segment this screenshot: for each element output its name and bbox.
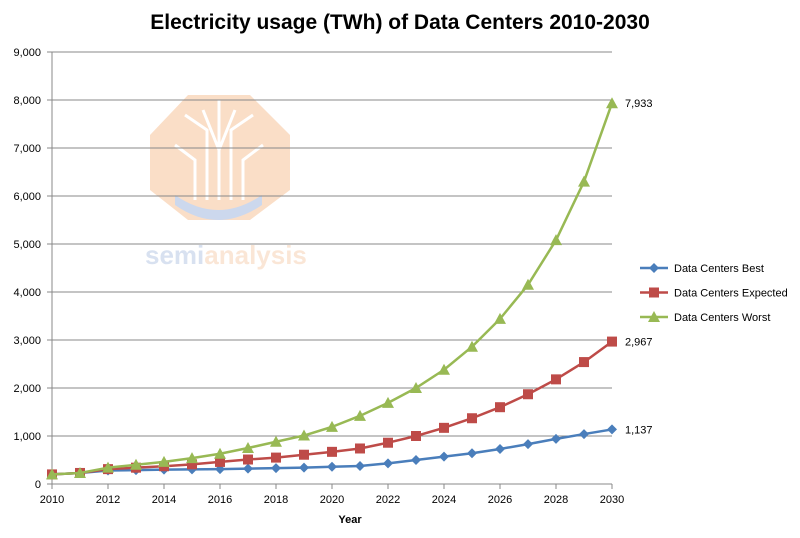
data-point-triangle	[186, 452, 198, 464]
data-point-triangle	[438, 363, 450, 375]
data-point-square	[649, 287, 659, 298]
data-point-diamond	[355, 461, 365, 471]
x-tick-label: 2018	[264, 494, 288, 506]
data-point-triangle	[382, 396, 394, 408]
logo-text-analysis: analysis	[204, 240, 307, 270]
legend-item: Data Centers Best	[640, 263, 764, 275]
series-data-centers-expected: 2,967	[47, 336, 653, 480]
data-point-triangle	[354, 409, 366, 421]
end-data-label: 7,933	[625, 98, 653, 110]
data-point-square	[579, 357, 589, 368]
semianalysis-logo-watermark: semianalysis	[145, 95, 307, 270]
logo-base	[175, 195, 262, 220]
y-tick-label: 4,000	[13, 287, 41, 299]
data-point-triangle	[578, 175, 590, 187]
data-point-diamond	[299, 462, 309, 473]
data-point-square	[439, 422, 449, 433]
x-tick-label: 2010	[40, 494, 64, 506]
legend-item: Data Centers Worst	[640, 311, 770, 324]
data-point-square	[467, 413, 477, 424]
data-point-diamond	[439, 451, 449, 462]
y-tick-label: 2,000	[13, 383, 41, 395]
end-data-label: 2,967	[625, 337, 653, 349]
data-point-triangle	[270, 435, 282, 447]
data-point-triangle	[648, 311, 660, 322]
y-tick-label: 6,000	[13, 191, 41, 203]
x-tick-label: 2022	[376, 494, 400, 506]
data-point-square	[607, 336, 617, 347]
x-tick-label: 2014	[152, 494, 176, 506]
logo-tree-icon	[174, 100, 264, 200]
y-tick-label: 7,000	[13, 143, 41, 155]
legend-label: Data Centers Worst	[674, 312, 770, 324]
data-point-triangle	[158, 455, 170, 467]
data-point-triangle	[606, 97, 618, 109]
data-point-diamond	[495, 443, 505, 454]
data-point-diamond	[243, 463, 253, 474]
data-point-diamond	[649, 263, 659, 273]
logo-text: semianalysis	[145, 240, 307, 270]
data-point-triangle	[298, 429, 310, 441]
data-point-square	[327, 446, 337, 457]
x-tick-label: 2030	[600, 494, 624, 506]
data-point-triangle	[522, 278, 534, 290]
data-point-diamond	[579, 429, 589, 440]
data-point-square	[215, 456, 225, 467]
y-tick-label: 9,000	[13, 47, 41, 59]
chart-title: Electricity usage (TWh) of Data Centers …	[150, 11, 650, 34]
data-point-triangle	[242, 442, 254, 453]
y-tick-label: 8,000	[13, 95, 41, 107]
data-point-diamond	[607, 424, 617, 435]
x-tick-label: 2020	[320, 494, 344, 506]
data-point-triangle	[326, 420, 338, 432]
data-point-square	[187, 459, 197, 470]
data-point-diamond	[327, 461, 337, 472]
data-point-diamond	[271, 463, 281, 474]
y-tick-label: 0	[35, 479, 41, 491]
data-point-square	[355, 443, 365, 454]
data-point-diamond	[467, 448, 477, 459]
data-point-triangle	[466, 340, 478, 352]
data-point-triangle	[410, 382, 422, 393]
data-point-diamond	[411, 455, 421, 465]
data-point-square	[271, 452, 281, 463]
data-point-triangle	[214, 447, 226, 459]
data-point-triangle	[46, 468, 58, 480]
legend-label: Data Centers Best	[674, 263, 764, 275]
data-point-square	[495, 402, 505, 413]
data-point-square	[243, 454, 253, 465]
end-data-label: 1,137	[625, 424, 653, 436]
data-point-triangle	[130, 458, 142, 470]
data-point-diamond	[551, 433, 561, 444]
legend-label: Data Centers Expected	[674, 288, 788, 300]
data-point-square	[411, 431, 421, 441]
y-tick-label: 5,000	[13, 239, 41, 251]
data-point-triangle	[550, 234, 562, 246]
data-point-square	[523, 389, 533, 400]
y-tick-label: 1,000	[13, 431, 41, 443]
x-tick-label: 2016	[208, 494, 232, 506]
logo-octagon	[150, 95, 290, 220]
data-point-square	[299, 449, 309, 460]
data-point-diamond	[383, 458, 393, 469]
data-point-square	[551, 374, 561, 385]
x-tick-label: 2012	[96, 494, 120, 506]
x-tick-label: 2024	[432, 494, 456, 506]
data-point-triangle	[102, 461, 114, 473]
logo-text-semi: semi	[145, 240, 204, 270]
x-axis-label: Year	[338, 514, 362, 526]
series-data-centers-worst: 7,933	[46, 97, 653, 480]
legend-item: Data Centers Expected	[640, 287, 788, 300]
data-point-triangle	[74, 466, 86, 478]
data-point-square	[383, 437, 393, 448]
x-tick-label: 2026	[488, 494, 512, 506]
x-tick-label: 2028	[544, 494, 568, 506]
y-tick-label: 3,000	[13, 335, 41, 347]
data-point-triangle	[494, 312, 506, 324]
data-point-diamond	[523, 439, 533, 450]
